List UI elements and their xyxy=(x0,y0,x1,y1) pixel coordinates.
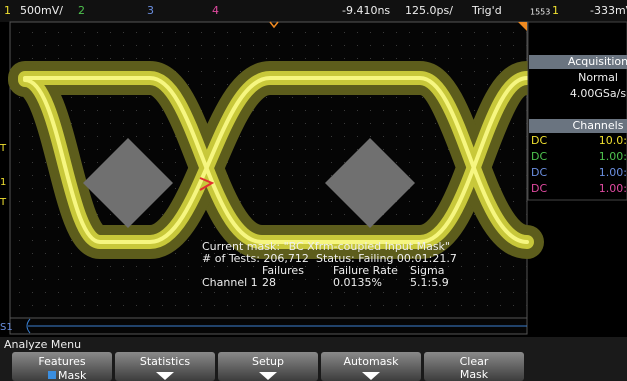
softkey-face[interactable] xyxy=(218,352,318,381)
acq-header xyxy=(529,55,627,69)
ch-header xyxy=(529,119,627,133)
softkey-arrow[interactable] xyxy=(259,372,277,380)
mask-region xyxy=(325,138,415,228)
softkey-label[interactable]: Automask xyxy=(343,355,399,368)
top-bar xyxy=(0,0,627,22)
eye-core xyxy=(23,76,529,244)
ch4: 4 xyxy=(212,4,219,17)
marker: T xyxy=(0,143,7,154)
marker: T xyxy=(0,197,7,208)
tests: # of Tests: 206,712 xyxy=(202,252,309,265)
softkey-arrow[interactable] xyxy=(362,372,380,380)
acq-mode: Normal xyxy=(578,71,618,84)
acq-title: Acquisition xyxy=(568,55,627,68)
trigger-source: 1 xyxy=(552,4,559,17)
current-mask: Current mask: "BC Xfrm-coupled Input Mas… xyxy=(202,240,450,253)
ch1: 1 xyxy=(4,4,11,17)
trigger-counter: 1553 xyxy=(530,8,550,17)
softkey-label[interactable]: Clear xyxy=(460,355,489,368)
header: Failure Rate xyxy=(333,264,398,277)
softkey-face[interactable] xyxy=(424,352,524,381)
marker: 1 xyxy=(0,177,6,188)
softkey-label[interactable]: Statistics xyxy=(140,355,191,368)
timebase: 125.0ps/ xyxy=(405,4,453,17)
delay: -9.410ns xyxy=(342,4,390,17)
softkey-label[interactable]: Setup xyxy=(252,355,284,368)
softkey-label[interactable]: Features xyxy=(38,355,86,368)
ch3: 3 xyxy=(147,4,154,17)
coupling: DC xyxy=(531,134,547,147)
scale: 10.0: xyxy=(599,134,627,147)
menu-title: Analyze Menu xyxy=(4,338,81,351)
marker: S1 xyxy=(0,322,13,333)
softkey[interactable]: Setup xyxy=(218,352,318,381)
failures: 28 xyxy=(262,276,276,289)
softkey[interactable]: Automask xyxy=(321,352,421,381)
channel-rows: DC 10.0: DC 1.00: DC 1.00: DC 1.00: xyxy=(531,134,627,195)
eye-diagram xyxy=(8,61,544,259)
header: Failures xyxy=(262,264,304,277)
trigger-status: Trig'd xyxy=(471,4,502,17)
coupling: DC xyxy=(531,166,547,179)
softkey-arrow[interactable] xyxy=(156,372,174,380)
mask-region xyxy=(83,138,173,228)
eye-core xyxy=(23,76,529,244)
ch-title: Channels xyxy=(573,119,624,132)
status: Status: Failing 00:01:21.7 xyxy=(316,252,457,265)
softkey-sublabel[interactable]: Mask xyxy=(460,368,489,381)
ch1-scale: 500mV/ xyxy=(20,4,63,17)
scale: 1.00: xyxy=(599,182,627,195)
serial-bracket xyxy=(26,318,31,334)
softkey-option[interactable]: Mask xyxy=(58,369,87,381)
trigger-marker xyxy=(269,21,279,29)
checkbox[interactable] xyxy=(48,371,56,379)
trigger-level: -333mV xyxy=(590,4,627,17)
coupling: DC xyxy=(531,150,547,163)
mask-violation xyxy=(199,177,215,191)
scale: 1.00: xyxy=(599,166,627,179)
softkey-face[interactable] xyxy=(115,352,215,381)
softkey-face[interactable] xyxy=(321,352,421,381)
softkey-face[interactable] xyxy=(12,352,112,381)
trigger-corner xyxy=(518,22,527,31)
sigma: 5.1:5.9 xyxy=(410,276,449,289)
acq-rate: 4.00GSa/s xyxy=(570,87,626,100)
coupling: DC xyxy=(531,182,547,195)
ch2: 2 xyxy=(78,4,85,17)
side-panel xyxy=(527,21,627,201)
row-label: Channel 1 xyxy=(202,276,258,289)
header: Sigma xyxy=(410,264,444,277)
softkey[interactable]: Statistics xyxy=(115,352,215,381)
failure-rate: 0.0135% xyxy=(333,276,382,289)
mask-stats: Current mask: "BC Xfrm-coupled Input Mas… xyxy=(202,240,457,289)
scale: 1.00: xyxy=(599,150,627,163)
